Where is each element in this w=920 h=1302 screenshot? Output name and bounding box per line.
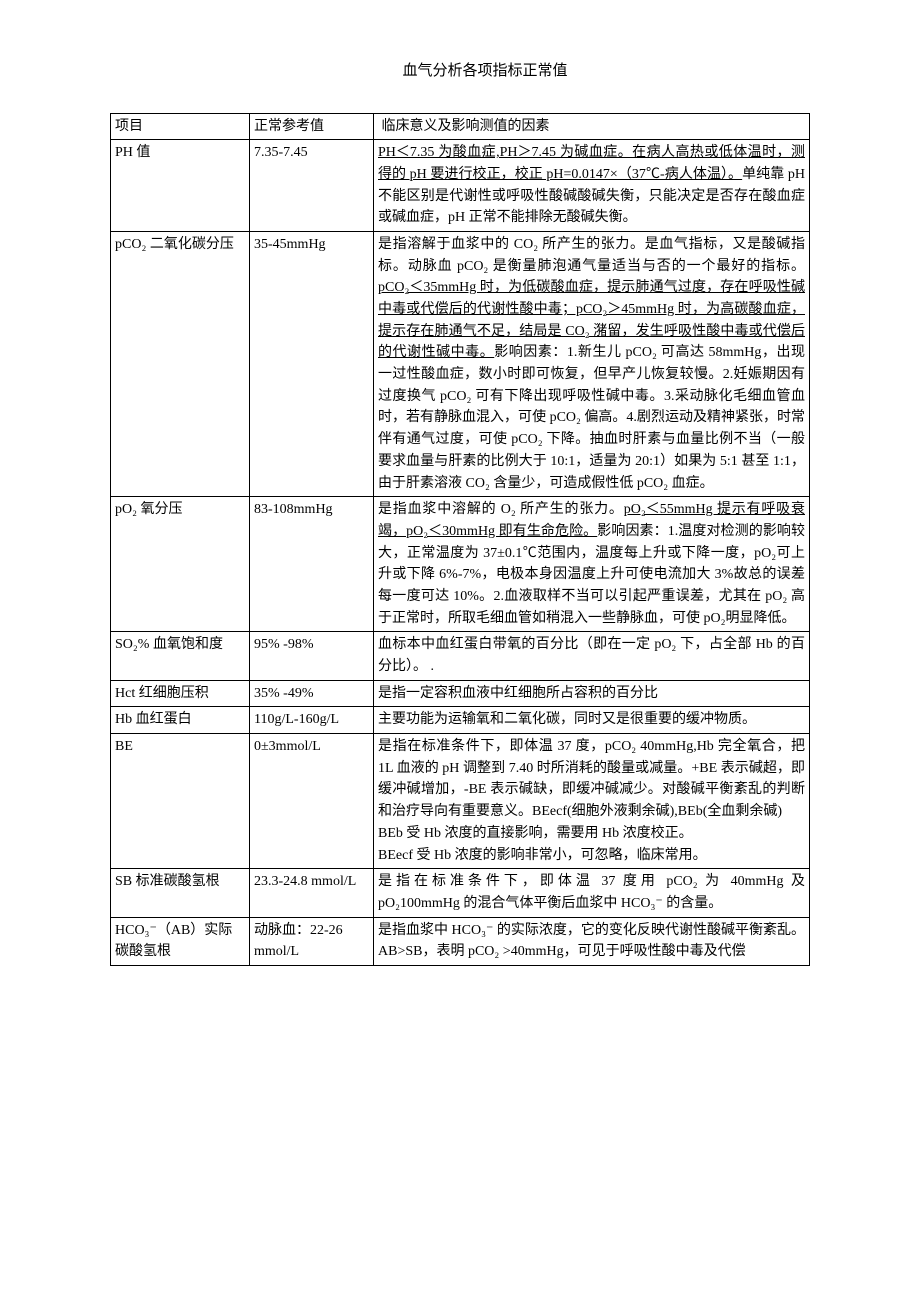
item-desc: 是指血浆中 HCO₃⁻ 的实际浓度，它的变化反映代谢性酸碱平衡紊乱。AB>SB，… [374, 917, 810, 965]
item-name: SB 标准碳酸氢根 [111, 869, 250, 917]
item-desc: 是指血浆中溶解的 O₂ 所产生的张力。pO₂＜55mmHg 提示有呼吸衰竭，pO… [374, 497, 810, 632]
header-range: 正常参考值 [250, 113, 374, 140]
item-desc: PH＜7.35 为酸血症,PH＞7.45 为碱血症。在病人高热或低体温时，测得的… [374, 140, 810, 232]
item-desc: 是指在标准条件下，即体温 37 度用 pCO₂ 为 40mmHg 及 pO₂10… [374, 869, 810, 917]
page-title: 血气分析各项指标正常值 [110, 60, 810, 83]
table-header-row: 项目 正常参考值 临床意义及影响测值的因素 [111, 113, 810, 140]
table-row: PH 值 7.35-7.45 PH＜7.35 为酸血症,PH＞7.45 为碱血症… [111, 140, 810, 232]
item-name: pCO₂ 二氧化碳分压 [111, 231, 250, 496]
table-row: BE 0±3mmol/L 是指在标准条件下，即体温 37 度，pCO₂ 40mm… [111, 734, 810, 869]
table-row: SB 标准碳酸氢根 23.3-24.8 mmol/L 是指在标准条件下，即体温 … [111, 869, 810, 917]
item-name: BE [111, 734, 250, 869]
item-range: 动脉血：22-26 mmol/L [250, 917, 374, 965]
table-row: Hb 血红蛋白 110g/L-160g/L 主要功能为运输氧和二氧化碳，同时又是… [111, 707, 810, 734]
item-desc: 是指在标准条件下，即体温 37 度，pCO₂ 40mmHg,Hb 完全氧合，把 … [374, 734, 810, 869]
table-row: SO₂% 血氧饱和度 95% -98% 血标本中血红蛋白带氧的百分比（即在一定 … [111, 632, 810, 680]
item-range: 0±3mmol/L [250, 734, 374, 869]
header-item: 项目 [111, 113, 250, 140]
item-name: PH 值 [111, 140, 250, 232]
item-range: 7.35-7.45 [250, 140, 374, 232]
table-row: Hct 红细胞压积 35% -49% 是指一定容积血液中红细胞所占容积的百分比 [111, 680, 810, 707]
item-range: 83-108mmHg [250, 497, 374, 632]
item-desc: 主要功能为运输氧和二氧化碳，同时又是很重要的缓冲物质。 [374, 707, 810, 734]
table-row: pO₂ 氧分压 83-108mmHg 是指血浆中溶解的 O₂ 所产生的张力。pO… [111, 497, 810, 632]
item-name: pO₂ 氧分压 [111, 497, 250, 632]
item-range: 23.3-24.8 mmol/L [250, 869, 374, 917]
table-row: HCO₃⁻（AB）实际碳酸氢根 动脉血：22-26 mmol/L 是指血浆中 H… [111, 917, 810, 965]
reference-table: 项目 正常参考值 临床意义及影响测值的因素 PH 值 7.35-7.45 PH＜… [110, 113, 810, 966]
table-row: pCO₂ 二氧化碳分压 35-45mmHg 是指溶解于血浆中的 CO₂ 所产生的… [111, 231, 810, 496]
item-range: 95% -98% [250, 632, 374, 680]
item-name: HCO₃⁻（AB）实际碳酸氢根 [111, 917, 250, 965]
item-range: 35-45mmHg [250, 231, 374, 496]
item-name: Hb 血红蛋白 [111, 707, 250, 734]
item-name: Hct 红细胞压积 [111, 680, 250, 707]
item-desc: 是指一定容积血液中红细胞所占容积的百分比 [374, 680, 810, 707]
item-desc: 是指溶解于血浆中的 CO₂ 所产生的张力。是血气指标，又是酸碱指标。动脉血 pC… [374, 231, 810, 496]
item-range: 35% -49% [250, 680, 374, 707]
header-desc: 临床意义及影响测值的因素 [374, 113, 810, 140]
item-name: SO₂% 血氧饱和度 [111, 632, 250, 680]
item-desc: 血标本中血红蛋白带氧的百分比（即在一定 pO₂ 下，占全部 Hb 的百分比）。 … [374, 632, 810, 680]
item-range: 110g/L-160g/L [250, 707, 374, 734]
